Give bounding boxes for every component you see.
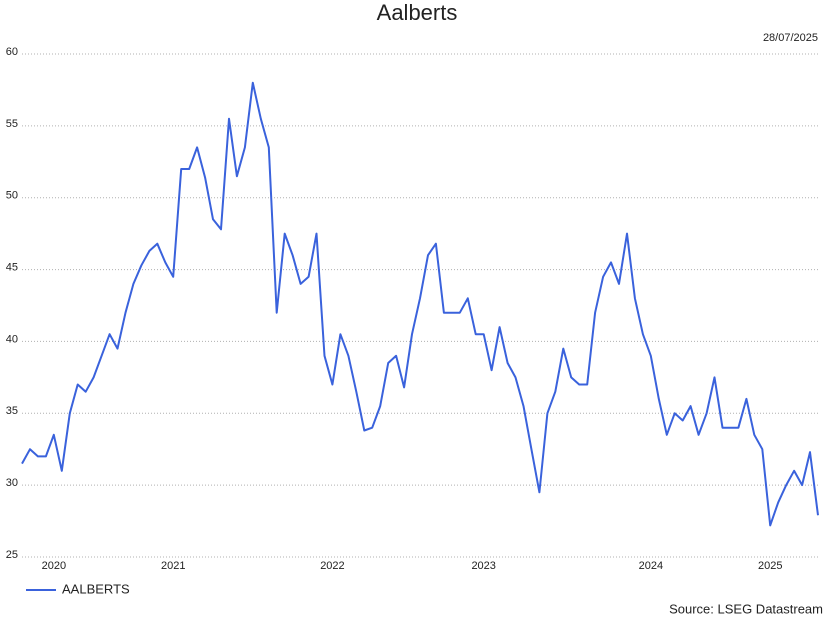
- y-tick-label: 25: [6, 549, 18, 561]
- x-tick-label: 2021: [161, 560, 185, 572]
- x-tick-label: 2023: [471, 560, 495, 572]
- y-tick-label: 30: [6, 477, 18, 489]
- legend-label: AALBERTS: [62, 581, 130, 596]
- x-tick-label: 2020: [42, 560, 66, 572]
- x-tick-label: 2024: [639, 560, 663, 572]
- y-tick-label: 45: [6, 261, 18, 273]
- y-tick-label: 35: [6, 405, 18, 417]
- y-tick-label: 50: [6, 190, 18, 202]
- date-label: 28/07/2025: [763, 32, 818, 44]
- y-tick-label: 60: [6, 46, 18, 58]
- x-tick-label: 2025: [758, 560, 782, 572]
- data-line: [21, 81, 819, 527]
- chart-title: Aalberts: [377, 0, 458, 25]
- x-tick-label: 2022: [320, 560, 344, 572]
- y-tick-label: 55: [6, 118, 18, 130]
- y-tick-label: 40: [6, 333, 18, 345]
- source-label: Source: LSEG Datastream: [669, 601, 823, 616]
